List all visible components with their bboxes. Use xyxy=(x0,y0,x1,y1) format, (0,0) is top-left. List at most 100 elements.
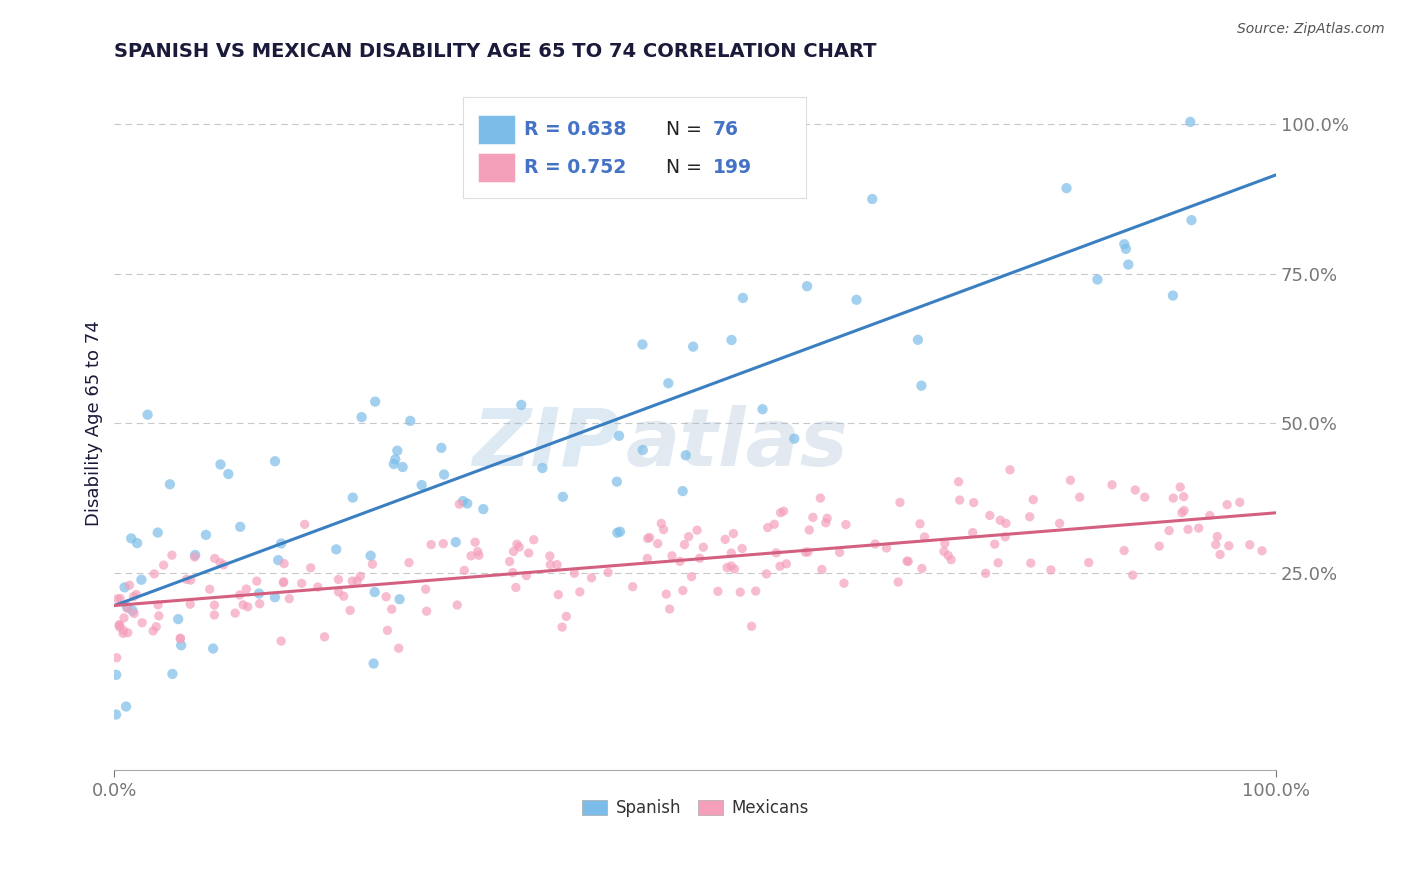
Point xyxy=(936,549,959,563)
Point xyxy=(606,475,628,489)
Point xyxy=(273,557,295,571)
Point xyxy=(328,585,350,599)
Point xyxy=(506,537,529,551)
Point xyxy=(994,516,1017,531)
Point xyxy=(342,491,364,505)
Point xyxy=(1123,483,1146,497)
Point xyxy=(1056,181,1078,195)
Point xyxy=(451,494,474,508)
Point xyxy=(236,599,259,614)
Point xyxy=(863,537,886,551)
Point xyxy=(723,562,745,576)
Point xyxy=(328,573,350,587)
Text: R = 0.752: R = 0.752 xyxy=(524,158,627,177)
Point xyxy=(1229,495,1251,509)
Point xyxy=(299,561,322,575)
Point xyxy=(460,549,482,563)
Point xyxy=(115,599,138,614)
Point xyxy=(202,607,225,622)
Point xyxy=(756,520,779,534)
Point xyxy=(815,511,838,525)
Point xyxy=(1049,516,1071,531)
Point xyxy=(707,584,730,599)
Point xyxy=(714,533,737,547)
Point xyxy=(741,619,763,633)
Point xyxy=(449,497,471,511)
Point xyxy=(538,549,561,563)
Point xyxy=(994,530,1017,544)
Point xyxy=(1216,498,1239,512)
Point xyxy=(907,333,929,347)
Point xyxy=(1168,480,1191,494)
Point xyxy=(267,553,290,567)
Point xyxy=(107,591,129,606)
Point xyxy=(502,544,524,558)
Point xyxy=(114,580,136,594)
Point xyxy=(342,574,364,588)
Point xyxy=(1147,539,1170,553)
Point xyxy=(835,517,858,532)
Point xyxy=(202,641,225,656)
Text: N =: N = xyxy=(666,158,702,177)
Point xyxy=(1133,490,1156,504)
Point xyxy=(1180,213,1202,227)
Point xyxy=(636,551,658,566)
Point xyxy=(889,495,911,509)
Point xyxy=(876,541,898,555)
Legend: Spanish, Mexicans: Spanish, Mexicans xyxy=(575,793,815,824)
Point xyxy=(1114,237,1136,252)
Point xyxy=(232,598,254,612)
Point xyxy=(430,441,453,455)
Point xyxy=(387,443,409,458)
Point xyxy=(468,548,491,562)
Point xyxy=(682,340,704,354)
Point xyxy=(1198,508,1220,523)
Point xyxy=(1069,490,1091,504)
Point xyxy=(472,502,495,516)
Point xyxy=(364,394,387,409)
Point xyxy=(346,574,368,588)
Point xyxy=(949,493,972,508)
Point xyxy=(1218,539,1240,553)
Point xyxy=(411,478,433,492)
Point xyxy=(1039,563,1062,577)
Point xyxy=(538,558,561,572)
Text: SPANISH VS MEXICAN DISABILITY AGE 65 TO 74 CORRELATION CHART: SPANISH VS MEXICAN DISABILITY AGE 65 TO … xyxy=(114,42,877,61)
Point xyxy=(108,617,131,632)
Point xyxy=(568,585,591,599)
Point xyxy=(896,554,918,568)
Point xyxy=(934,536,956,550)
Point xyxy=(433,467,456,482)
Point xyxy=(105,707,128,722)
Point xyxy=(765,546,787,560)
Point xyxy=(108,618,131,632)
Point xyxy=(1059,473,1081,487)
Point xyxy=(420,538,443,552)
Point xyxy=(142,624,165,638)
Point xyxy=(278,591,301,606)
Point xyxy=(143,566,166,581)
Point xyxy=(264,454,287,468)
Point xyxy=(1188,521,1211,535)
Point xyxy=(523,533,546,547)
Point xyxy=(148,608,170,623)
Point xyxy=(517,546,540,560)
Point xyxy=(399,414,422,428)
Point xyxy=(1114,543,1136,558)
Point xyxy=(118,578,141,592)
Point xyxy=(551,490,574,504)
Point xyxy=(169,631,191,645)
Point xyxy=(294,517,316,532)
Y-axis label: Disability Age 65 to 74: Disability Age 65 to 74 xyxy=(86,320,103,526)
Point xyxy=(772,504,794,518)
Point xyxy=(146,598,169,612)
Point xyxy=(1018,509,1040,524)
Point xyxy=(432,536,454,550)
Point xyxy=(581,571,603,585)
Point xyxy=(388,641,411,656)
Point xyxy=(162,667,184,681)
Point xyxy=(638,531,661,545)
Point xyxy=(131,573,153,587)
Point xyxy=(307,580,329,594)
Point xyxy=(1177,522,1199,536)
